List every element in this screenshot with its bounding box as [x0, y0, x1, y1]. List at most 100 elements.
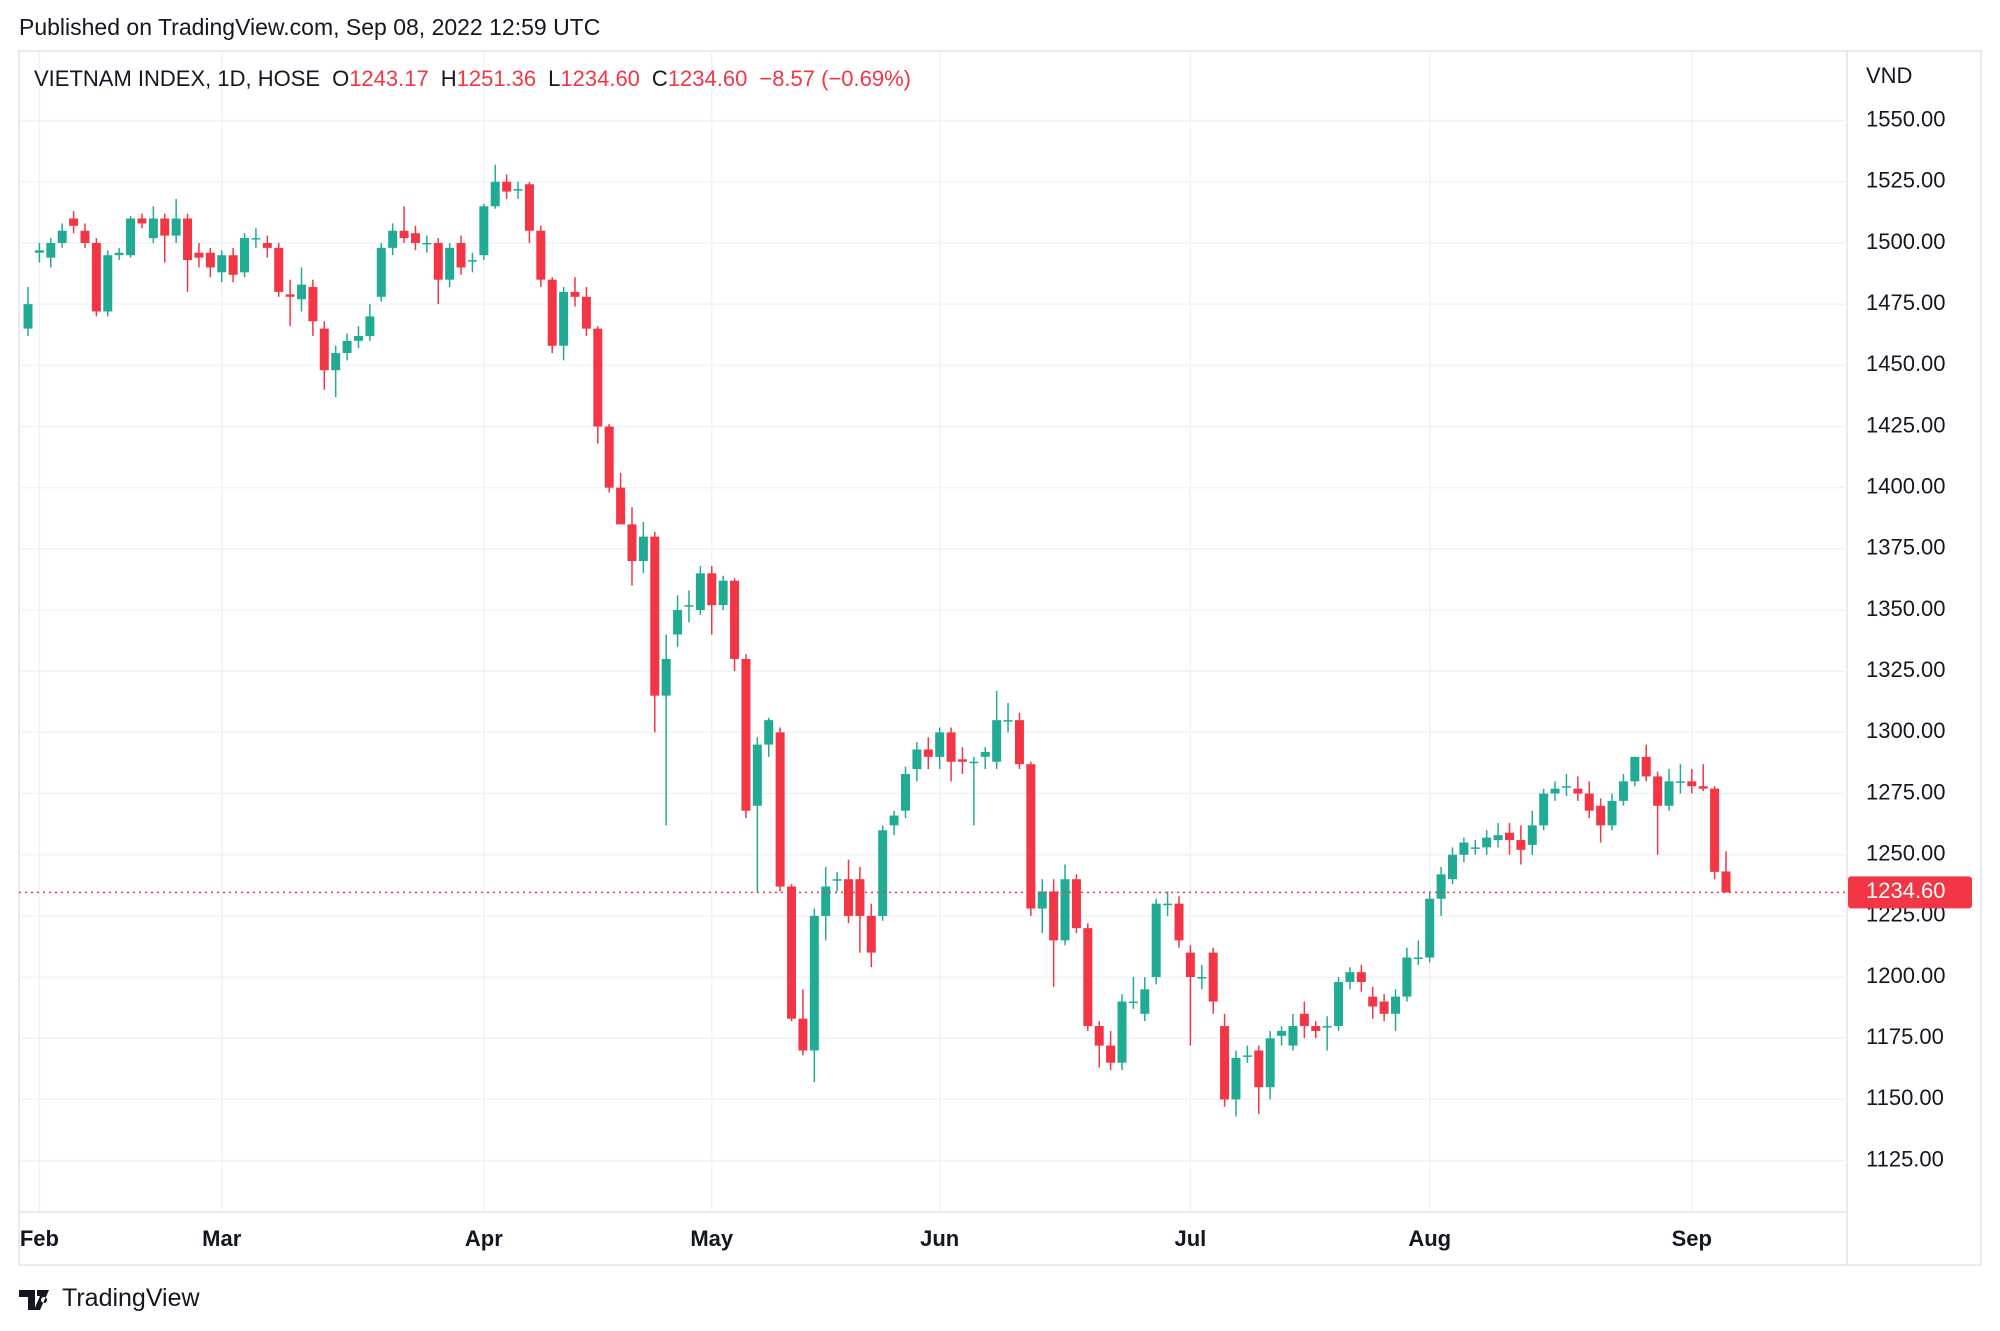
x-tick-label: Apr: [465, 1226, 503, 1251]
candle-body: [353, 335, 363, 341]
y-tick-label: 1550.00: [1866, 106, 1946, 131]
candle-body: [399, 230, 409, 239]
candle-body: [319, 328, 329, 371]
candle-body: [604, 426, 614, 488]
x-tick-label: Jul: [1174, 1226, 1206, 1251]
legend-value: 1243.17: [349, 66, 429, 91]
candle-body: [1151, 903, 1161, 978]
candle-body: [262, 242, 272, 248]
candle-body: [1675, 781, 1685, 783]
y-tick-label: 1300.00: [1866, 718, 1946, 743]
candle-body: [832, 879, 842, 881]
candle-body: [1504, 832, 1514, 841]
candle-body: [433, 242, 443, 280]
candle-body: [331, 353, 341, 371]
candle-body: [479, 206, 489, 256]
candle-body: [821, 886, 831, 916]
candle-body: [490, 181, 500, 207]
candle-body: [376, 247, 386, 297]
x-tick-label: Sep: [1672, 1226, 1712, 1251]
candle-body: [1470, 847, 1480, 849]
candle-body: [1527, 825, 1537, 845]
candle-body: [661, 658, 671, 696]
candle-body: [228, 255, 238, 275]
candle-body: [1128, 1001, 1138, 1004]
candle-body: [638, 536, 648, 562]
candle-body: [752, 744, 762, 806]
candle-body: [844, 879, 854, 916]
legend-item: H1251.36: [441, 66, 536, 92]
candle-body: [1436, 874, 1446, 899]
candle-body: [1493, 835, 1503, 841]
candle-body: [1721, 871, 1731, 893]
candle-body: [308, 287, 318, 322]
candle-body: [1596, 805, 1606, 826]
candle-body: [1014, 720, 1024, 765]
candle-body: [1402, 957, 1412, 997]
legend-symbol: VIETNAM INDEX, 1D, HOSE: [34, 66, 321, 91]
legend-change: −8.57 (−0.69%): [759, 66, 912, 91]
candle-body: [1208, 952, 1218, 1002]
candle-body: [513, 189, 523, 191]
candle-body: [809, 915, 819, 1051]
candle-body: [240, 238, 250, 273]
candle-body: [616, 487, 626, 525]
candle-body: [969, 761, 979, 764]
y-tick-label: 1425.00: [1866, 412, 1946, 437]
candle-body: [1049, 891, 1059, 941]
candle-body: [297, 284, 307, 300]
legend: VIETNAM INDEX, 1D, HOSE O1243.17 H1251.36 L…: [34, 66, 911, 92]
y-tick-label: 1475.00: [1866, 290, 1946, 315]
legend-item: O1243.17: [332, 66, 429, 92]
candle-body: [502, 181, 512, 192]
candle-body: [570, 291, 580, 297]
legend-key: H: [440, 66, 457, 91]
candle-body: [935, 732, 945, 757]
candle-body: [148, 218, 158, 239]
candle-body: [1641, 756, 1651, 777]
candle-body: [1561, 786, 1571, 788]
price-label: [1848, 876, 1972, 909]
candle-body: [559, 291, 569, 346]
candle-body: [342, 340, 352, 354]
footer-brand: TradingView: [62, 1284, 200, 1312]
candle-body: [581, 296, 591, 329]
candle-body: [855, 879, 865, 916]
candle-body: [1026, 764, 1036, 909]
y-tick-label: 1325.00: [1866, 657, 1946, 682]
candle-body: [1254, 1050, 1264, 1088]
y-tick-label: 1525.00: [1866, 168, 1946, 193]
candle-body: [1037, 891, 1047, 909]
candle-body: [775, 732, 785, 887]
candle-body: [1311, 1026, 1321, 1031]
candle-body: [422, 242, 432, 245]
candle-body: [1687, 781, 1697, 787]
candle-body: [1163, 903, 1173, 906]
chart-frame: [18, 50, 1982, 1266]
candle-body: [730, 580, 740, 659]
candle-body: [1220, 1026, 1230, 1100]
candle-body: [1482, 837, 1492, 848]
candle-body: [1197, 977, 1207, 979]
legend-item: L1234.60: [548, 66, 640, 92]
candle-body: [957, 759, 967, 762]
candle-body: [707, 573, 717, 606]
candle-body: [183, 218, 193, 261]
candle-body: [946, 732, 956, 762]
x-tick-label: Aug: [1408, 1226, 1451, 1251]
candle-body: [1117, 1001, 1127, 1063]
candle-body: [1094, 1026, 1104, 1046]
candle-body: [410, 233, 420, 243]
candle-body: [1584, 793, 1594, 811]
candle-body: [1425, 898, 1435, 958]
candle-body: [445, 247, 455, 280]
legend-key: C: [651, 66, 668, 91]
candle-body: [1710, 788, 1720, 872]
candle-body: [69, 218, 79, 226]
candle-body: [171, 218, 181, 236]
candle-body: [992, 720, 1002, 762]
candle-body: [1288, 1026, 1298, 1046]
candle-body: [194, 252, 204, 258]
y-tick-label: 1500.00: [1866, 229, 1946, 254]
axis-labels: 1125.001150.001175.001200.001225.001250.…: [20, 106, 1972, 1251]
